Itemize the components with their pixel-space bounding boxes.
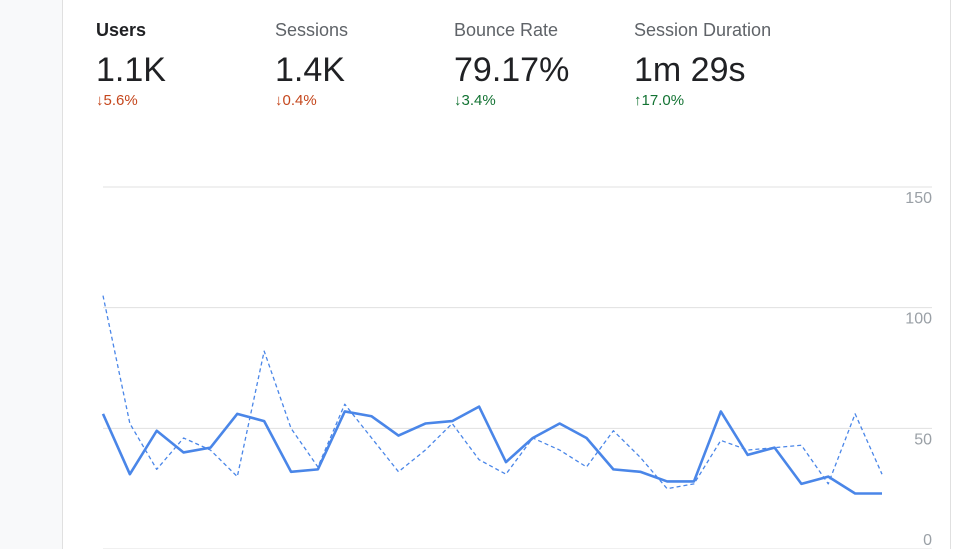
metric-value: 1.4K: [275, 51, 345, 89]
metric-change: ↓5.6%: [96, 92, 138, 109]
metric-label: Sessions: [275, 20, 349, 40]
metric-tab[interactable]: Sessions 1.4K ↓0.4%: [275, 20, 348, 109]
metric-value: 1m 29s: [634, 51, 746, 89]
metric-change: ↓0.4%: [275, 92, 317, 109]
side-panel: [0, 0, 63, 549]
y-tick-label: 0: [923, 532, 932, 549]
y-tick-label: 50: [914, 431, 932, 448]
metric-change: ↓3.4%: [454, 92, 496, 109]
metric-value: 1.1K: [96, 51, 166, 89]
y-tick-label: 150: [905, 190, 932, 207]
comparison-line: [102, 295, 883, 490]
metric-value: 79.17%: [454, 51, 570, 89]
metric-label: Bounce Rate: [454, 20, 559, 40]
metric-tab[interactable]: Users 1.1K ↓5.6%: [96, 20, 166, 109]
metric-tab[interactable]: Session Duration 1m 29s ↑17.0%: [634, 20, 771, 109]
metric-tab[interactable]: Bounce Rate 79.17% ↓3.4%: [454, 20, 569, 109]
metric-label: Users: [96, 20, 147, 40]
data-line: [101, 405, 882, 495]
metric-label: Session Duration: [634, 20, 772, 40]
right-panel: [950, 0, 976, 549]
metric-change: ↑17.0%: [634, 92, 685, 109]
y-tick-label: 100: [905, 311, 932, 328]
